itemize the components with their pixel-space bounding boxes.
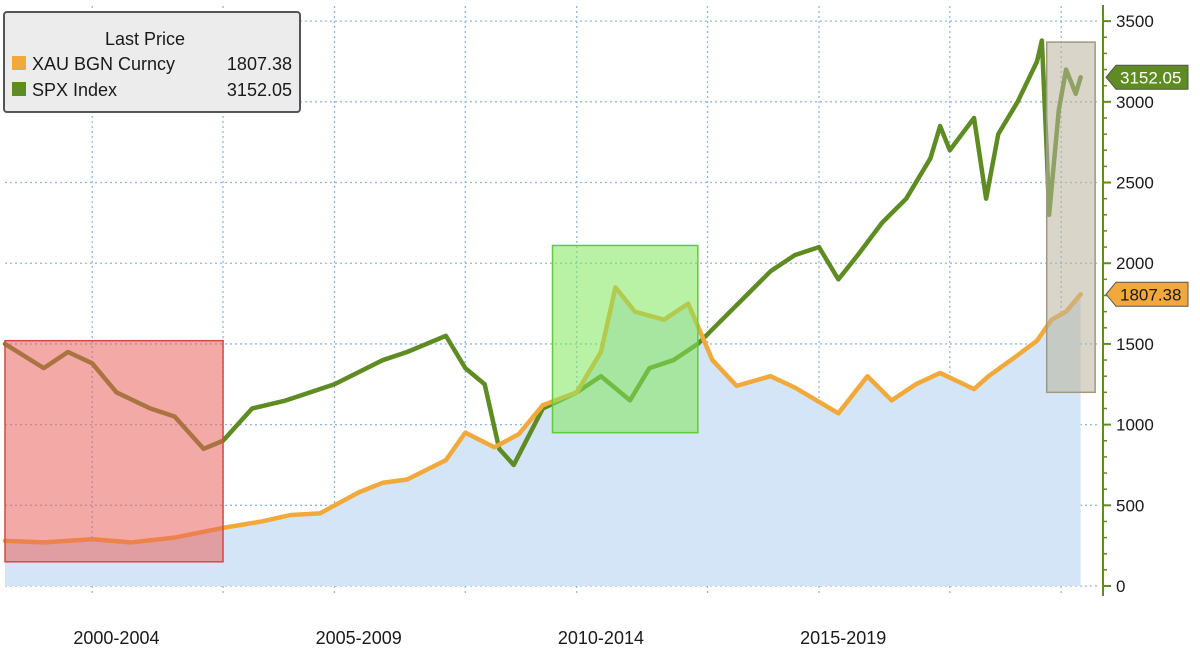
x-category-label-0: 2000-2004 <box>73 628 159 648</box>
legend: Last Price XAU BGN Curncy 1807.38 SPX In… <box>3 11 301 113</box>
y-tick-label-0: 0 <box>1116 577 1125 596</box>
highlight-region-0 <box>4 339 224 563</box>
tag-text-0: 3152.05 <box>1120 68 1181 87</box>
last-value-tag-1: 1807.38 <box>1105 281 1189 307</box>
last-value-tag-0: 3152.05 <box>1105 64 1189 90</box>
y-tick-label-6: 3000 <box>1116 93 1154 112</box>
y-tick-label-2: 1000 <box>1116 416 1154 435</box>
highlight-region-2 <box>1045 41 1096 394</box>
tag-shape-1 <box>1105 281 1189 307</box>
x-category-label-2: 2010-2014 <box>558 628 644 648</box>
y-axis: 0 500 1000 1500 2000 2500 3000 3500 <box>1102 5 1154 596</box>
legend-title: Last Price <box>105 29 185 49</box>
legend-swatch-spx <box>12 82 26 96</box>
legend-swatch-gold <box>12 56 26 70</box>
tag-shape-0 <box>1105 64 1189 90</box>
gold-area <box>5 287 1081 586</box>
x-axis-categories: 2000-2004 2005-2009 2010-2014 2015-2019 <box>73 628 886 648</box>
y-tick-label-7: 3500 <box>1116 12 1154 31</box>
y-tick-label-4: 2000 <box>1116 254 1154 273</box>
x-category-label-3: 2015-2019 <box>800 628 886 648</box>
y-tick-label-5: 2500 <box>1116 174 1154 193</box>
legend-value-spx: 3152.05 <box>227 80 292 100</box>
legend-label-spx: SPX Index <box>32 80 117 100</box>
tag-text-1: 1807.38 <box>1120 285 1181 304</box>
legend-box <box>3 11 301 113</box>
last-value-tags: 3152.05 1807.38 <box>1105 64 1189 307</box>
legend-label-gold: XAU BGN Curncy <box>32 54 175 74</box>
gold-area-fill <box>5 287 1081 586</box>
y-tick-label-3: 1500 <box>1116 335 1154 354</box>
legend-value-gold: 1807.38 <box>227 54 292 74</box>
y-tick-label-1: 500 <box>1116 496 1144 515</box>
highlight-region-1 <box>551 244 699 434</box>
highlight-regions <box>4 41 1096 563</box>
x-category-label-1: 2005-2009 <box>316 628 402 648</box>
